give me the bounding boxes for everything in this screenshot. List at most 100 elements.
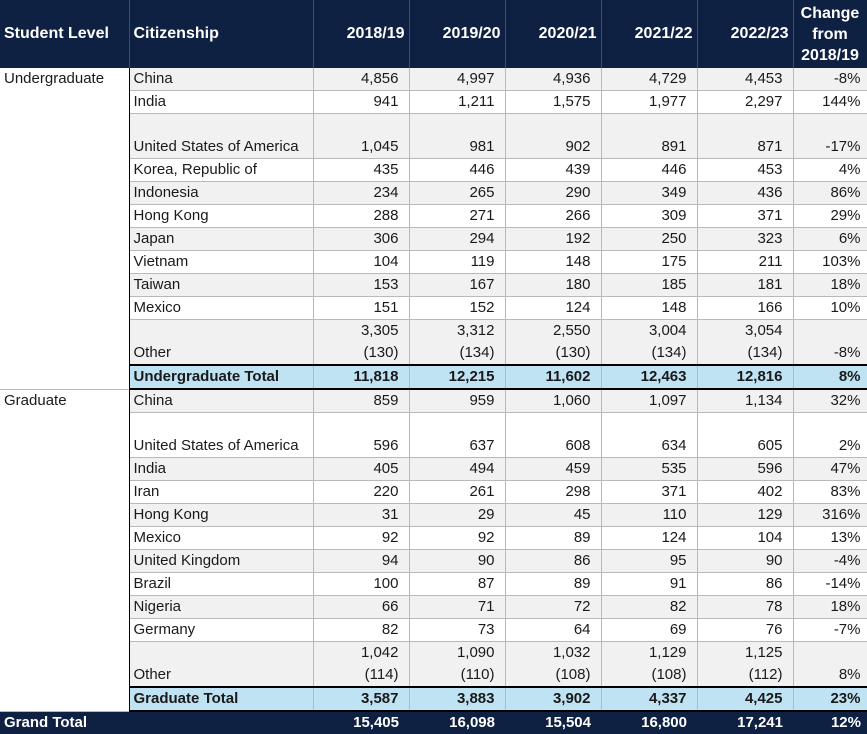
subtotal-label: Graduate Total [129, 686, 314, 712]
value-cell: 371 [697, 204, 794, 228]
change-cell: 13% [793, 526, 867, 550]
value-cell: 64 [505, 618, 602, 642]
value-cell: 294 [409, 227, 506, 251]
value-cell: 86 [505, 549, 602, 573]
other-sub-value: (108) [555, 666, 591, 683]
value-cell: 180 [505, 273, 602, 297]
subtotal-value: 4,337 [601, 686, 698, 712]
value-cell: 3,305 (130) [313, 319, 410, 366]
value-cell: 29 [409, 503, 506, 527]
value-cell: 104 [697, 526, 794, 550]
value-cell: 1,060 [505, 389, 602, 413]
value-cell: 1,045 [313, 113, 410, 159]
change-cell: -17% [793, 113, 867, 159]
value-cell: 4,936 [505, 68, 602, 91]
change-cell: 32% [793, 389, 867, 413]
grand-total-change: 12% [793, 711, 867, 734]
header-year: 2018/19 [313, 0, 410, 68]
value-cell: 323 [697, 227, 794, 251]
citizenship-cell: China [129, 389, 314, 413]
value-cell: 446 [409, 158, 506, 182]
value-cell: 1,097 [601, 389, 698, 413]
citizenship-cell: China [129, 68, 314, 91]
value-cell: 535 [601, 457, 698, 481]
grand-total-value: 16,098 [409, 711, 505, 734]
subtotal-value: 4,425 [697, 686, 794, 712]
value-cell: 453 [697, 158, 794, 182]
other-value: 1,032 [552, 644, 591, 661]
other-value: 3,312 [456, 322, 495, 339]
header-row: Student Level Citizenship 2018/19 2019/2… [0, 0, 867, 68]
value-cell: 4,997 [409, 68, 506, 91]
table-row: United States of America 596 637 608 634 605 2… [0, 412, 867, 458]
value-cell: 459 [505, 457, 602, 481]
citizenship-cell: Indonesia [129, 181, 314, 205]
change-cell: 83% [793, 480, 867, 504]
value-cell: 148 [505, 250, 602, 274]
other-value: 3,305 [360, 322, 399, 339]
table-row: United Kingdom 94 90 86 95 90 -4% [0, 549, 867, 573]
subtotal-value: 12,463 [601, 364, 698, 390]
citizenship-cell: Japan [129, 227, 314, 251]
value-cell: 1,129 (108) [601, 641, 698, 688]
subtotal-value: 12,215 [409, 364, 506, 390]
citizenship-cell: Mexico [129, 296, 314, 320]
value-cell: 2,550 (130) [505, 319, 602, 366]
value-cell: 891 [601, 113, 698, 159]
other-value: 1,125 [744, 644, 783, 661]
value-cell: 151 [313, 296, 410, 320]
value-cell: 82 [313, 618, 410, 642]
change-cell: -7% [793, 618, 867, 642]
value-cell: 71 [409, 595, 506, 619]
change-cell: 86% [793, 181, 867, 205]
value-cell: 90 [697, 549, 794, 573]
citizenship-cell: United Kingdom [129, 549, 314, 573]
table-row-other: Other 1,042 (114) 1,090 (110) 1,032 (108) 1,129… [0, 641, 867, 688]
value-cell: 73 [409, 618, 506, 642]
grand-total-value: 17,241 [697, 711, 793, 734]
other-sub-value: (114) [364, 666, 399, 683]
value-cell: 349 [601, 181, 698, 205]
subtotal-value: 12,816 [697, 364, 794, 390]
value-cell: 1,211 [409, 90, 506, 114]
value-cell: 45 [505, 503, 602, 527]
value-cell: 3,312 (134) [409, 319, 506, 366]
value-cell: 192 [505, 227, 602, 251]
value-cell: 1,090 (110) [409, 641, 506, 688]
other-value: 1,042 [360, 644, 399, 661]
subtotal-change: 23% [793, 686, 867, 712]
other-sub-value: (110) [460, 666, 495, 683]
value-cell: 4,856 [313, 68, 410, 91]
other-value: 3,054 [744, 322, 783, 339]
value-cell: 439 [505, 158, 602, 182]
value-cell: 167 [409, 273, 506, 297]
subtotal-label: Undergraduate Total [129, 364, 314, 390]
grand-total-value: 16,800 [601, 711, 697, 734]
value-cell: 89 [505, 526, 602, 550]
value-cell: 181 [697, 273, 794, 297]
change-cell: 103% [793, 250, 867, 274]
header-year: 2019/20 [409, 0, 506, 68]
table-row: Iran 220 261 298 371 402 83% [0, 480, 867, 504]
value-cell: 4,729 [601, 68, 698, 91]
value-cell: 90 [409, 549, 506, 573]
citizenship-cell: India [129, 90, 314, 114]
value-cell: 435 [313, 158, 410, 182]
table-row: Vietnam 104 119 148 175 211 103% [0, 250, 867, 274]
other-sub-value: (112) [748, 666, 783, 683]
value-cell: 153 [313, 273, 410, 297]
grand-total-value: 15,504 [505, 711, 601, 734]
citizenship-cell: United States of America [129, 113, 314, 159]
citizenship-cell: Iran [129, 480, 314, 504]
header-year: 2020/21 [505, 0, 602, 68]
value-cell: 902 [505, 113, 602, 159]
table-row: Japan 306 294 192 250 323 6% [0, 227, 867, 251]
value-cell: 185 [601, 273, 698, 297]
table-row: Hong Kong 288 271 266 309 371 29% [0, 204, 867, 228]
value-cell: 124 [601, 526, 698, 550]
other-sub-value: (130) [555, 344, 591, 361]
citizenship-cell: Taiwan [129, 273, 314, 297]
value-cell: 86 [697, 572, 794, 596]
value-cell: 220 [313, 480, 410, 504]
value-cell: 166 [697, 296, 794, 320]
